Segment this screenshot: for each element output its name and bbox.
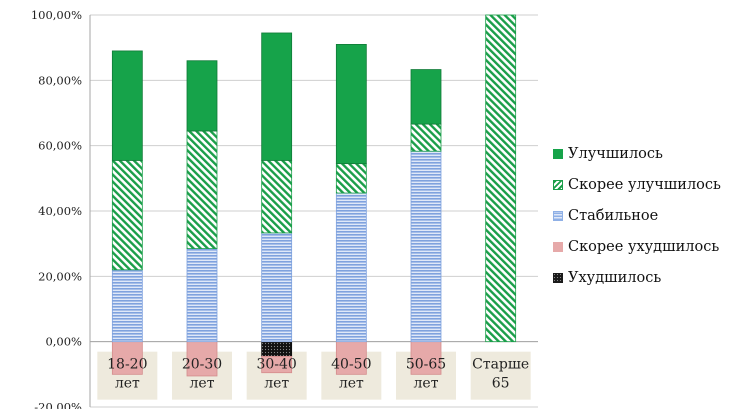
x-tick-label: Старше	[472, 357, 529, 373]
x-tick-label: 50-65	[406, 357, 446, 373]
gridlines	[90, 14, 538, 408]
bar-segment	[410, 69, 442, 125]
bar-segment	[111, 50, 143, 161]
bar-segment	[186, 341, 218, 377]
x-tick-label: 40-50	[331, 357, 371, 373]
x-tick-labels: 18-20 лет 20-30 лет 30-40 лет 40-50 лет 50-65 лет…	[107, 357, 529, 392]
x-tick-label: лет	[414, 376, 439, 392]
x-tick-label: 18-20	[107, 357, 147, 373]
legend-label: Скорее ухудшилось	[568, 238, 720, 255]
bar-segment	[335, 341, 367, 375]
legend-item: Скорее ухудшилось	[553, 231, 721, 262]
legend-swatch	[553, 272, 563, 283]
y-tick-labels: -20,00% 0,00% 20,00% 40,00% 60,00% 80,00% 100,…	[31, 8, 82, 409]
bar-segment	[410, 123, 442, 152]
bar-segment	[261, 232, 293, 343]
bar-segment	[261, 341, 293, 357]
x-tick-label: лет	[339, 376, 364, 392]
y-tick-label: 60,00%	[38, 139, 82, 153]
x-tick-label: лет	[264, 376, 289, 392]
legend-item: Улучшилось	[553, 138, 721, 169]
legend-swatch	[553, 210, 563, 221]
bar-segment	[111, 341, 143, 375]
bar-segment	[186, 60, 218, 132]
bar-segment	[410, 150, 442, 343]
legend-label: Стабильное	[568, 207, 659, 224]
bars	[97, 14, 531, 400]
bar-segment	[186, 248, 218, 343]
bar-segment	[111, 159, 143, 271]
y-tick-label: 40,00%	[38, 204, 82, 218]
bar-segment	[335, 44, 367, 165]
legend-label: Скорее улучшилось	[568, 176, 721, 193]
axes	[89, 15, 538, 407]
y-tick-label: 20,00%	[38, 269, 82, 283]
legend: Улучшилось Скорее улучшилось Стабильное Ско…	[553, 138, 721, 293]
x-tick-label: лет	[190, 376, 215, 392]
legend-swatch	[553, 148, 563, 159]
bar-segment	[335, 163, 367, 194]
bar-segment	[335, 192, 367, 343]
x-tick-label: 20-30	[182, 357, 222, 373]
bar-segment	[485, 14, 517, 343]
legend-swatch	[553, 179, 563, 190]
bar-segment	[186, 130, 218, 249]
bar-segment	[111, 269, 143, 343]
legend-item: Стабильное	[553, 200, 721, 231]
legend-swatch	[553, 241, 563, 252]
bar-segment	[261, 32, 293, 161]
bar-segment	[410, 341, 442, 375]
y-tick-label: 100,00%	[31, 8, 82, 22]
bar-segment	[261, 355, 293, 374]
x-tick-label: лет	[115, 376, 140, 392]
y-tick-label: 0,00%	[45, 335, 82, 349]
y-tick-label: -20,00%	[34, 400, 82, 409]
legend-item: Ухудшилось	[553, 262, 721, 293]
x-tick-label: 30-40	[256, 357, 296, 373]
x-category-box	[470, 351, 531, 400]
y-tick-label: 80,00%	[38, 73, 82, 87]
x-tick-label: 65	[492, 376, 510, 392]
legend-item: Скорее улучшилось	[553, 169, 721, 200]
legend-label: Ухудшилось	[568, 269, 662, 286]
legend-label: Улучшилось	[568, 145, 663, 162]
bar-segment	[261, 159, 293, 234]
